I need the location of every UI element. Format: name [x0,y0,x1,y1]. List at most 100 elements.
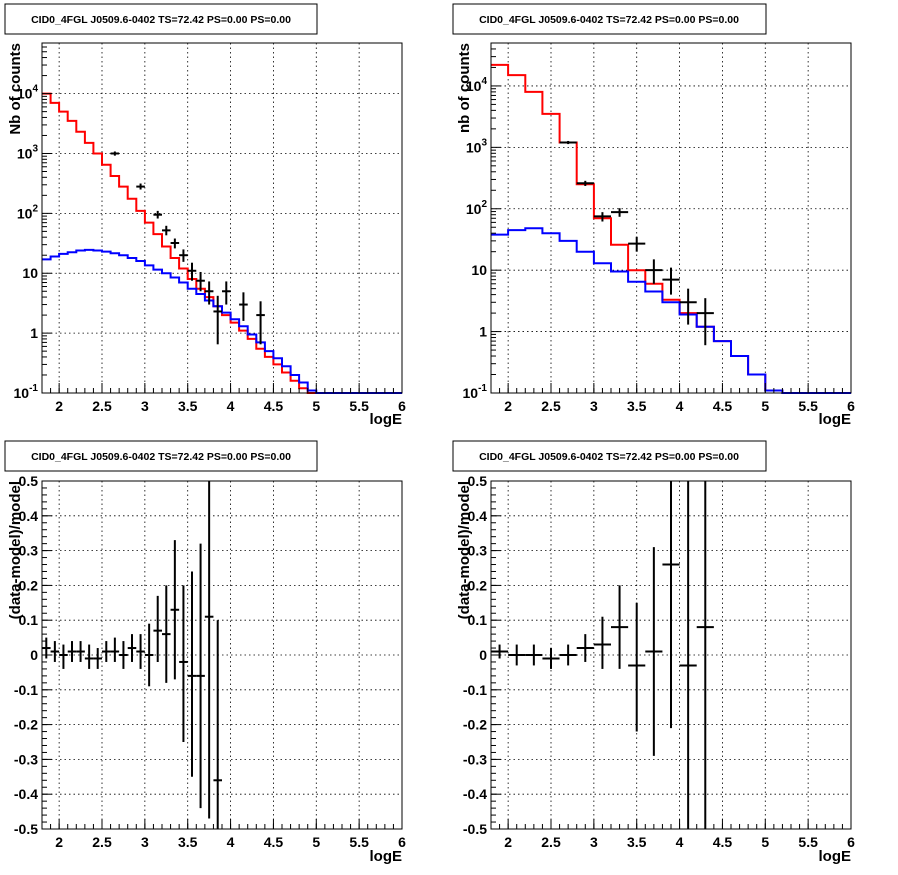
y-tick-label: 0.3 [19,543,39,559]
histogram-series [491,227,851,394]
y-tick-label: 10-1 [463,383,488,401]
histogram-series [42,92,402,394]
y-tick-label: 102 [17,203,39,221]
x-tick-label: 4 [227,398,235,414]
plot-title: CID0_4FGL J0509.6-0402 TS=72.42 PS=0.00 … [479,14,739,26]
data-point [196,271,205,292]
x-axis-ticks: 2 2.5 3 3.5 4 4.5 5 5.5 6 [490,819,855,850]
y-tick-label: 0.4 [19,508,39,524]
data-point [222,281,231,305]
x-tick-label: 3 [590,834,598,850]
marks [491,481,714,829]
x-tick-label: 4 [227,834,235,850]
y-tick-label: 0.5 [468,473,488,489]
data-point [76,641,85,662]
data-point [628,602,646,732]
x-tick-label: 5.5 [349,398,369,414]
y-tick-label: 103 [17,143,39,161]
data-point [213,295,222,345]
x-axis-ticks: 2 2.5 3 3.5 4 4.5 5 5.5 6 [490,383,855,414]
x-tick-label: 3.5 [627,834,647,850]
data-point [256,301,265,345]
grid [491,43,852,394]
x-axis-label: logE [819,848,852,865]
data-point [508,644,526,666]
data-point [127,634,137,662]
y-tick-label: 0 [30,647,38,663]
x-tick-label: 2.5 [92,398,112,414]
data-point [491,644,509,659]
data-point [153,595,162,662]
x-tick-label: 6 [398,398,406,414]
x-axis-ticks: 2 2.5 3 3.5 4 4.5 5 5.5 6 [41,383,406,414]
data-point [559,644,577,666]
x-tick-label: 2.5 [541,834,561,850]
data-point [593,616,611,669]
y-tick-label: -0.5 [463,821,487,837]
y-tick-label: -0.4 [14,786,38,802]
x-tick-label: 4.5 [713,398,733,414]
x-tick-label: 6 [847,834,855,850]
data-point [559,140,577,145]
data-point [204,481,214,819]
x-tick-label: 4.5 [264,834,284,850]
data-point [144,623,154,687]
data-point [110,637,120,662]
title-box [4,440,318,472]
x-tick-label: 5 [312,398,320,414]
data-point [170,238,180,249]
y-tick-label: 0.2 [19,577,39,593]
x-tick-label: 3.5 [178,398,198,414]
x-axis-label: logE [370,848,403,865]
title-box [452,3,767,35]
x-tick-label: 5.5 [349,834,369,850]
y-tick-label: 10-1 [14,383,39,401]
x-tick-label: 2 [55,398,63,414]
y-tick-label: -0.3 [463,751,487,767]
x-tick-label: 4 [676,834,684,850]
data-point [179,585,188,742]
panel-residual-left: CID0_4FGL J0509.6-0402 TS=72.42 PS=0.00 … [4,440,406,865]
x-axis-label: logE [819,411,852,428]
x-tick-label: 4.5 [264,398,284,414]
data-point [170,540,180,680]
x-tick-label: 5.5 [798,834,818,850]
data-point [645,547,663,756]
y-axis-label: (data-model)/model [456,481,473,619]
data-point [136,183,145,190]
grid [42,480,403,830]
data-point [119,641,128,669]
data-point [50,641,60,662]
x-tick-label: 4.5 [713,834,733,850]
histogram-series [491,63,851,394]
y-tick-label: 0.1 [19,612,39,628]
y-tick-label: 1 [479,324,487,340]
marks [42,481,222,829]
x-tick-label: 3.5 [627,398,647,414]
y-tick-label: 0 [479,647,487,663]
y-tick-label: 1 [30,325,38,341]
data-point [162,225,171,236]
title-box [4,3,318,35]
x-tick-label: 6 [847,398,855,414]
y-axis-label: (data-model)/model [7,481,24,619]
data-point [576,634,594,662]
x-axis-label: logE [370,411,403,428]
y-tick-label: 0.2 [468,577,488,593]
y-tick-label: 0.4 [468,508,488,524]
data-point [611,585,629,669]
data-point [136,634,145,669]
data-point [187,262,197,281]
x-tick-label: 4 [676,398,684,414]
data-point [645,259,663,284]
data-point [196,543,205,809]
plot-frame [490,42,852,394]
panel-counts-left: CID0_4FGL J0509.6-0402 TS=72.42 PS=0.00 … [4,3,406,428]
data-point [542,648,560,669]
grid [42,43,403,394]
title-box [452,440,767,472]
x-tick-label: 2.5 [541,398,561,414]
x-tick-label: 5 [761,398,769,414]
y-tick-label: 0.1 [468,612,488,628]
